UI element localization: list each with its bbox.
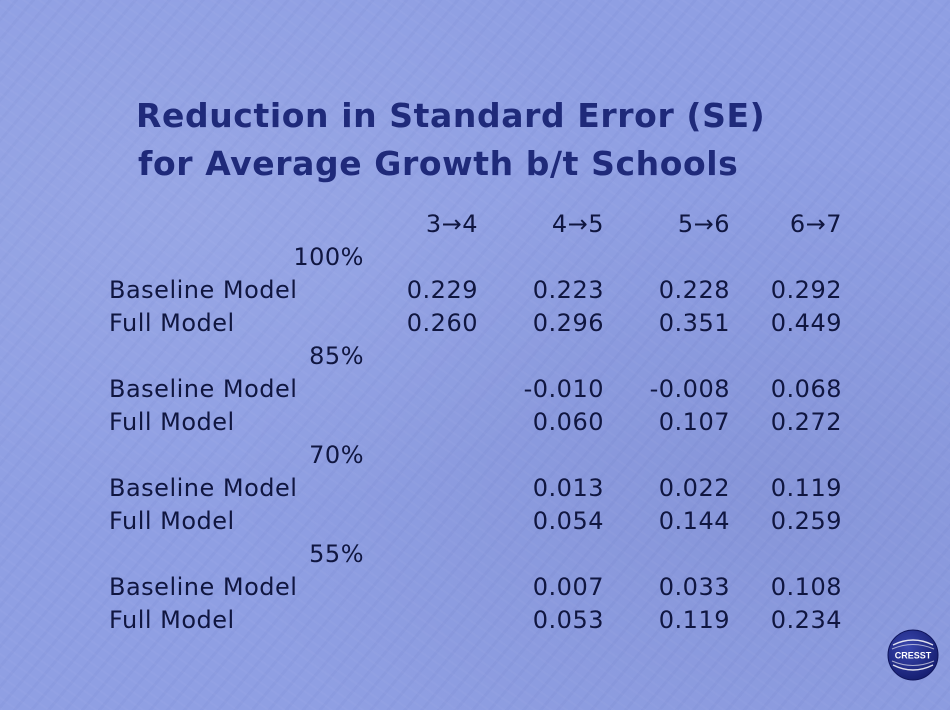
cell-value: 0.068	[770, 375, 842, 403]
table-row: Baseline Model 0.229 0.223 0.228 0.292	[103, 274, 842, 307]
logo-text: CRESST	[895, 651, 932, 661]
cell-value: 0.228	[658, 276, 730, 304]
row-label: Full Model	[109, 309, 235, 337]
group-row: 55%	[103, 538, 842, 571]
table-row: Full Model 0.260 0.296 0.351 0.449	[103, 307, 842, 340]
header-grade-5-6: 5→6	[677, 210, 730, 238]
cell-value	[376, 406, 478, 439]
cell-value: 0.033	[658, 573, 730, 601]
group-label: 70%	[309, 441, 364, 469]
cell-value: 0.260	[406, 309, 478, 337]
title-line-1: Reduction in Standard Error (SE)	[136, 96, 766, 135]
cell-value: 0.053	[532, 606, 604, 634]
header-grade-6-7: 6→7	[789, 210, 842, 238]
table-row: Full Model 0.060 0.107 0.272	[103, 406, 842, 439]
row-label: Full Model	[109, 408, 235, 436]
cell-value	[376, 505, 478, 538]
row-label: Baseline Model	[109, 276, 298, 304]
cell-value	[376, 604, 478, 637]
cell-value: 0.259	[770, 507, 842, 535]
table-row: Baseline Model 0.013 0.022 0.119	[103, 472, 842, 505]
cresst-logo: CRESST	[887, 629, 939, 681]
cell-value: 0.119	[770, 474, 842, 502]
cell-value: 0.449	[770, 309, 842, 337]
cell-value: 0.022	[658, 474, 730, 502]
row-label: Baseline Model	[109, 573, 298, 601]
group-label: 55%	[309, 540, 364, 568]
cell-value	[376, 571, 478, 604]
row-label: Full Model	[109, 606, 235, 634]
header-grade-4-5: 4→5	[551, 210, 604, 238]
cell-value: 0.144	[658, 507, 730, 535]
cell-value: 0.108	[770, 573, 842, 601]
row-label: Full Model	[109, 507, 235, 535]
cell-value	[376, 373, 478, 406]
group-row: 100%	[103, 241, 842, 274]
group-label: 85%	[309, 342, 364, 370]
group-label: 100%	[293, 243, 364, 271]
cell-value: 0.007	[532, 573, 604, 601]
row-label: Baseline Model	[109, 375, 298, 403]
cell-value: 0.292	[770, 276, 842, 304]
title-line-2: for Average Growth b/t Schools	[138, 144, 739, 183]
row-label: Baseline Model	[109, 474, 298, 502]
table-header-row: 3→4 4→5 5→6 6→7	[103, 208, 842, 241]
table-row: Baseline Model -0.010 -0.008 0.068	[103, 373, 842, 406]
cell-value: 0.054	[532, 507, 604, 535]
header-grade-3-4: 3→4	[425, 210, 478, 238]
cell-value: 0.119	[658, 606, 730, 634]
cell-value: -0.008	[649, 375, 730, 403]
se-reduction-table: 3→4 4→5 5→6 6→7 100% Baseline Model 0.22…	[103, 208, 842, 637]
cell-value: 0.229	[406, 276, 478, 304]
cell-value: 0.272	[770, 408, 842, 436]
header-label-cell	[103, 208, 376, 241]
slide-title: Reduction in Standard Error (SE) for Ave…	[0, 92, 950, 188]
cell-value: 0.234	[770, 606, 842, 634]
cell-value: 0.060	[532, 408, 604, 436]
table-row: Full Model 0.053 0.119 0.234	[103, 604, 842, 637]
cell-value: -0.010	[523, 375, 604, 403]
cell-value: 0.223	[532, 276, 604, 304]
cell-value: 0.351	[658, 309, 730, 337]
cell-value	[376, 472, 478, 505]
table-row: Baseline Model 0.007 0.033 0.108	[103, 571, 842, 604]
cell-value: 0.107	[658, 408, 730, 436]
cell-value: 0.013	[532, 474, 604, 502]
cell-value: 0.296	[532, 309, 604, 337]
group-row: 70%	[103, 439, 842, 472]
table-row: Full Model 0.054 0.144 0.259	[103, 505, 842, 538]
group-row: 85%	[103, 340, 842, 373]
